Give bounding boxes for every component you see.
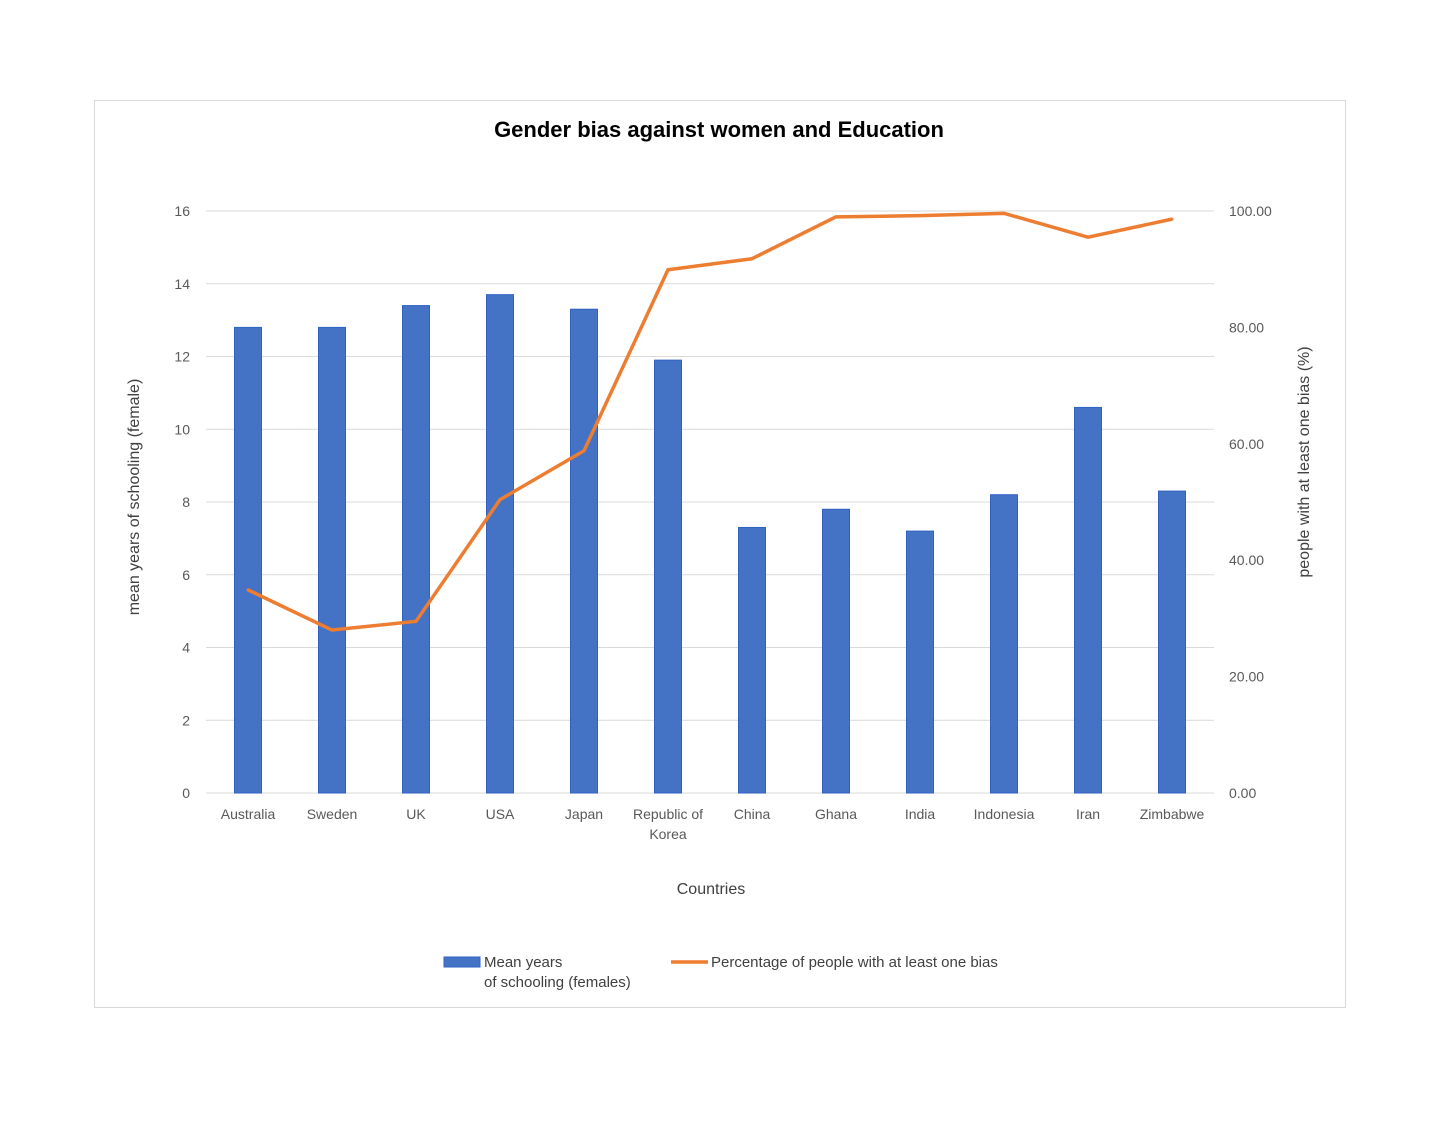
x-tick-label: Zimbabwe bbox=[1140, 806, 1205, 822]
legend: Mean years of schooling (females) Percenta… bbox=[443, 954, 998, 991]
line-point bbox=[666, 268, 670, 272]
y2-axis-title: people with at least one bias (%) bbox=[1296, 346, 1313, 577]
bar bbox=[234, 326, 262, 794]
y-tick-label: 6 bbox=[182, 567, 190, 583]
bar bbox=[1158, 490, 1186, 794]
legend-label-line: Percentage of people with at least one b… bbox=[711, 954, 998, 971]
bar-series bbox=[234, 294, 1186, 794]
right-axis-ticks: 0.00 20.00 40.00 60.00 80.00 100.00 bbox=[1229, 203, 1272, 801]
chart-title: Gender bias against women and Education bbox=[494, 117, 944, 142]
y-tick-label: 0 bbox=[182, 785, 190, 801]
x-tick-label: USA bbox=[486, 806, 515, 822]
x-tick-label: Indonesia bbox=[974, 806, 1035, 822]
line-point bbox=[330, 628, 334, 632]
y2-tick-label: 20.00 bbox=[1229, 669, 1264, 685]
y-axis-title: mean years of schooling (female) bbox=[126, 379, 143, 616]
bar bbox=[738, 526, 766, 794]
y-tick-label: 4 bbox=[182, 640, 190, 656]
bar bbox=[318, 326, 346, 794]
left-axis-ticks: 0 2 4 6 8 10 12 14 16 bbox=[174, 203, 190, 801]
line-point bbox=[246, 588, 250, 592]
y2-tick-label: 40.00 bbox=[1229, 552, 1264, 568]
x-tick-label: Sweden bbox=[307, 806, 358, 822]
bar bbox=[990, 494, 1018, 794]
x-tick-label: Republic of Korea bbox=[633, 806, 703, 842]
y-tick-label: 16 bbox=[174, 203, 190, 219]
bar bbox=[402, 305, 430, 794]
y-tick-label: 10 bbox=[174, 421, 190, 437]
x-tick-label: China bbox=[734, 806, 771, 822]
y-tick-label: 14 bbox=[174, 276, 190, 292]
bar bbox=[486, 294, 514, 794]
bias-line bbox=[247, 211, 1173, 632]
line-point bbox=[498, 498, 502, 502]
bar bbox=[906, 530, 934, 794]
y2-tick-label: 0.00 bbox=[1229, 785, 1256, 801]
x-tick-label: Australia bbox=[221, 806, 276, 822]
y-tick-label: 2 bbox=[182, 712, 190, 728]
x-tick-label: Iran bbox=[1076, 806, 1100, 822]
line-point bbox=[1002, 211, 1006, 215]
chart-area bbox=[94, 100, 1346, 1008]
legend-swatch-bar bbox=[443, 956, 481, 968]
legend-item-line: Percentage of people with at least one b… bbox=[671, 954, 998, 971]
y2-tick-label: 100.00 bbox=[1229, 203, 1272, 219]
line-series bbox=[246, 211, 1174, 632]
x-axis-ticks: Australia Sweden UK USA Japan Republic of Kore… bbox=[221, 806, 1205, 842]
line-point bbox=[414, 619, 418, 623]
y2-tick-label: 80.00 bbox=[1229, 319, 1264, 335]
legend-item-bars: Mean years of schooling (females) bbox=[443, 954, 631, 991]
bar bbox=[822, 508, 850, 794]
bar bbox=[1074, 406, 1102, 794]
y2-tick-label: 60.00 bbox=[1229, 436, 1264, 452]
line-point bbox=[1086, 235, 1090, 239]
bar bbox=[654, 359, 682, 794]
x-axis-title: Countries bbox=[677, 881, 745, 898]
line-point bbox=[1170, 217, 1174, 221]
x-tick-label: India bbox=[905, 806, 936, 822]
line-point bbox=[918, 214, 922, 218]
line-point bbox=[834, 215, 838, 219]
y-tick-label: 12 bbox=[174, 349, 190, 365]
line-point bbox=[750, 257, 754, 261]
line-point bbox=[582, 449, 586, 453]
y-tick-label: 8 bbox=[182, 494, 190, 510]
bar bbox=[570, 308, 598, 794]
gridlines bbox=[206, 210, 1214, 794]
x-tick-label: UK bbox=[406, 806, 426, 822]
x-tick-label: Ghana bbox=[815, 806, 857, 822]
x-tick-label: Japan bbox=[565, 806, 603, 822]
legend-label-bars: Mean years of schooling (females) bbox=[484, 954, 631, 991]
